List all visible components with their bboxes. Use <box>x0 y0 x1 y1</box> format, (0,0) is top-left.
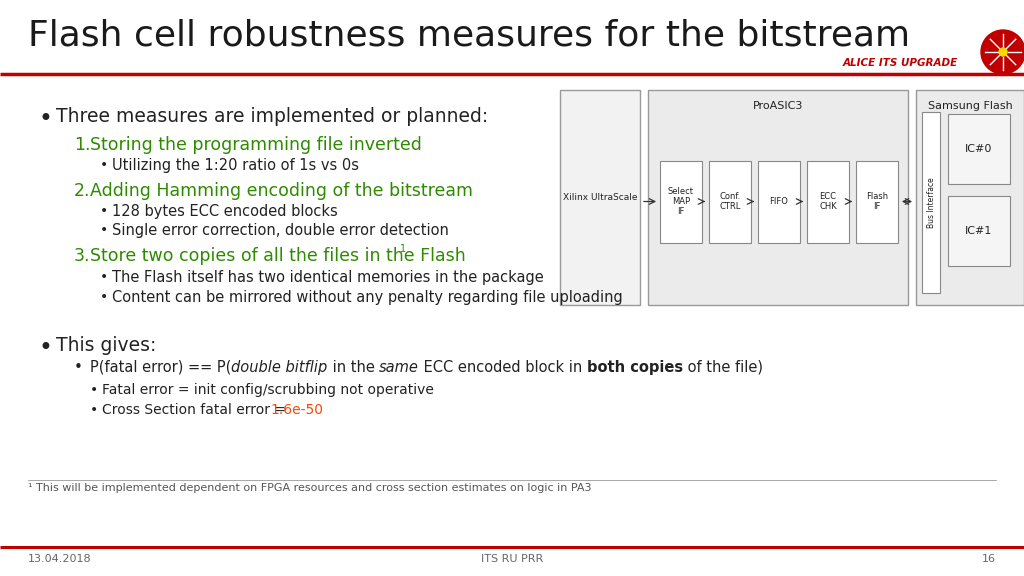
Text: Xilinx UltraScale: Xilinx UltraScale <box>563 193 637 202</box>
Text: Flash
IF: Flash IF <box>866 192 888 211</box>
Text: ALICE ITS UPGRADE: ALICE ITS UPGRADE <box>843 58 958 68</box>
FancyBboxPatch shape <box>560 90 640 305</box>
Circle shape <box>981 30 1024 74</box>
FancyBboxPatch shape <box>758 161 800 242</box>
Text: 1: 1 <box>400 244 407 254</box>
Text: •: • <box>100 204 109 218</box>
Text: Cross Section fatal error =: Cross Section fatal error = <box>102 403 291 417</box>
Text: Conf.
CTRL: Conf. CTRL <box>719 192 740 211</box>
Circle shape <box>999 48 1007 56</box>
Text: 128 bytes ECC encoded blocks: 128 bytes ECC encoded blocks <box>112 204 338 219</box>
Text: P(fatal error) == P(: P(fatal error) == P( <box>90 360 231 375</box>
FancyBboxPatch shape <box>709 161 751 242</box>
FancyBboxPatch shape <box>856 161 898 242</box>
Text: Adding Hamming encoding of the bitstream: Adding Hamming encoding of the bitstream <box>90 182 473 200</box>
Text: •: • <box>100 290 109 304</box>
Text: ECC encoded block in: ECC encoded block in <box>419 360 587 375</box>
Text: •: • <box>38 107 52 131</box>
Text: ¹ This will be implemented dependent on FPGA resources and cross section estimat: ¹ This will be implemented dependent on … <box>28 483 592 493</box>
Text: both copies: both copies <box>587 360 683 375</box>
Text: of the file): of the file) <box>683 360 763 375</box>
Text: ProASIC3: ProASIC3 <box>753 101 803 111</box>
Text: 3.: 3. <box>74 247 90 265</box>
Text: double bitflip: double bitflip <box>231 360 328 375</box>
Text: •: • <box>100 158 109 172</box>
Text: This gives:: This gives: <box>56 336 157 355</box>
Text: Fatal error = init config/scrubbing not operative: Fatal error = init config/scrubbing not … <box>102 383 434 397</box>
Text: Store two copies of all the files in the Flash: Store two copies of all the files in the… <box>90 247 466 265</box>
FancyBboxPatch shape <box>660 161 702 242</box>
FancyBboxPatch shape <box>807 161 849 242</box>
Text: same: same <box>379 360 419 375</box>
Text: •: • <box>38 336 52 360</box>
FancyBboxPatch shape <box>948 114 1010 184</box>
FancyBboxPatch shape <box>948 196 1010 266</box>
Circle shape <box>984 33 1022 71</box>
FancyBboxPatch shape <box>916 90 1024 305</box>
Text: IC#0: IC#0 <box>966 144 992 154</box>
Text: 1.: 1. <box>74 136 90 154</box>
Text: Three measures are implemented or planned:: Three measures are implemented or planne… <box>56 107 488 126</box>
Text: 2.: 2. <box>74 182 90 200</box>
Text: ITS RU PRR: ITS RU PRR <box>481 554 543 564</box>
Text: •: • <box>90 383 98 397</box>
Text: •: • <box>100 223 109 237</box>
Text: 13.04.2018: 13.04.2018 <box>28 554 91 564</box>
FancyBboxPatch shape <box>648 90 908 305</box>
Text: •: • <box>90 403 98 417</box>
Text: in the: in the <box>328 360 379 375</box>
Text: •: • <box>100 270 109 284</box>
Text: 16: 16 <box>982 554 996 564</box>
Text: Storing the programming file inverted: Storing the programming file inverted <box>90 136 422 154</box>
Text: Single error correction, double error detection: Single error correction, double error de… <box>112 223 449 238</box>
Text: Bus Interface: Bus Interface <box>927 177 936 228</box>
Text: The Flash itself has two identical memories in the package: The Flash itself has two identical memor… <box>112 270 544 285</box>
Text: FIFO: FIFO <box>770 197 788 206</box>
Circle shape <box>999 48 1007 56</box>
Text: Content can be mirrored without any penalty regarding file uploading: Content can be mirrored without any pena… <box>112 290 623 305</box>
Text: •: • <box>74 360 83 375</box>
FancyBboxPatch shape <box>922 112 940 293</box>
Text: IC#1: IC#1 <box>966 226 992 236</box>
Text: Samsung Flash: Samsung Flash <box>928 101 1013 111</box>
Text: Select
MAP
IF: Select MAP IF <box>668 187 694 217</box>
Text: ECC
CHK: ECC CHK <box>819 192 837 211</box>
Text: Flash cell robustness measures for the bitstream: Flash cell robustness measures for the b… <box>28 18 910 52</box>
Text: 1.6e-50: 1.6e-50 <box>270 403 323 417</box>
Text: Utilizing the 1:20 ratio of 1s vs 0s: Utilizing the 1:20 ratio of 1s vs 0s <box>112 158 359 173</box>
